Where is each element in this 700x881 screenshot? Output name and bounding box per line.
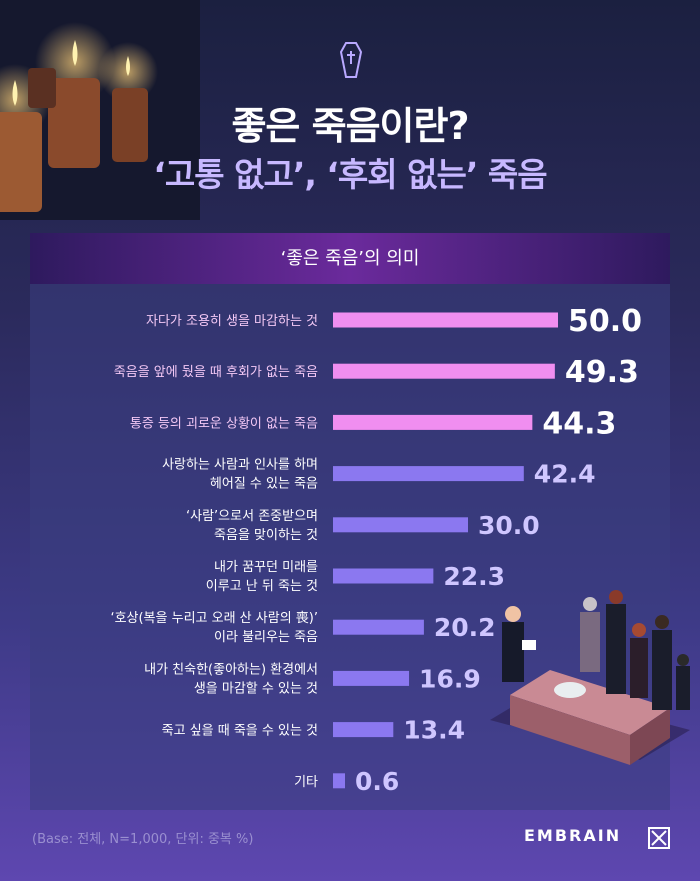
bar — [333, 568, 434, 584]
category-label: 죽음을 앞에 뒀을 때 후회가 없는 죽음 — [114, 365, 318, 380]
category-label: 사랑하는 사람과 인사를 하며 — [162, 458, 318, 473]
value-label: 22.3 — [443, 562, 505, 591]
bar — [333, 722, 394, 738]
category-label: 자다가 조용히 생을 마감하는 것 — [146, 314, 318, 329]
chart-title: ‘좋은 죽음’의 의미 — [30, 233, 670, 284]
value-label: 30.0 — [478, 511, 540, 540]
category-label: 죽음을 맞이하는 것 — [214, 528, 318, 543]
page-subtitle: ‘고통 없고’, ‘후회 없는’ 죽음 — [153, 155, 547, 194]
bar — [333, 414, 533, 430]
category-label: 죽고 싶을 때 죽을 수 있는 것 — [162, 724, 318, 739]
value-label: 20.2 — [434, 613, 496, 642]
bar — [333, 773, 345, 789]
coffin-icon — [340, 42, 362, 78]
value-label: 16.9 — [419, 664, 481, 693]
category-label: ‘사람’으로서 존중받으며 — [186, 509, 318, 524]
bar — [333, 466, 524, 482]
footnote: (Base: 전체, N=1,000, 단위: 중복 %) — [32, 832, 254, 847]
category-label: 이라 불리우는 죽음 — [214, 630, 318, 645]
page-title: 좋은 죽음이란? — [231, 104, 469, 148]
category-label: 이루고 난 뒤 죽는 것 — [206, 579, 318, 594]
value-label: 49.3 — [565, 355, 639, 390]
category-label: 통증 등의 괴로운 상황이 없는 죽음 — [130, 416, 318, 431]
category-label: 내가 꿈꾸던 미래를 — [214, 560, 318, 575]
funeral-illustration — [490, 590, 690, 765]
value-label: 0.6 — [355, 767, 399, 796]
value-label: 44.3 — [542, 406, 616, 441]
bar — [333, 670, 410, 686]
embrain-logo-icon — [648, 827, 670, 849]
category-label: 헤어질 수 있는 죽음 — [210, 477, 318, 492]
bar — [333, 363, 555, 379]
brand-name: EMBRAIN — [524, 826, 622, 845]
bar — [333, 312, 558, 328]
category-label: ‘호상(복을 누리고 오래 산 사람의 喪)’ — [110, 611, 318, 626]
value-label: 13.4 — [403, 716, 465, 745]
category-label: 내가 친숙한(좋아하는) 환경에서 — [144, 662, 318, 677]
bar — [333, 517, 468, 533]
value-label: 50.0 — [568, 304, 642, 339]
value-label: 42.4 — [534, 460, 596, 489]
bar — [333, 619, 424, 635]
candles-illustration — [0, 0, 200, 220]
category-label: 생을 마감할 수 있는 것 — [194, 681, 318, 696]
category-label: 기타 — [294, 775, 318, 790]
